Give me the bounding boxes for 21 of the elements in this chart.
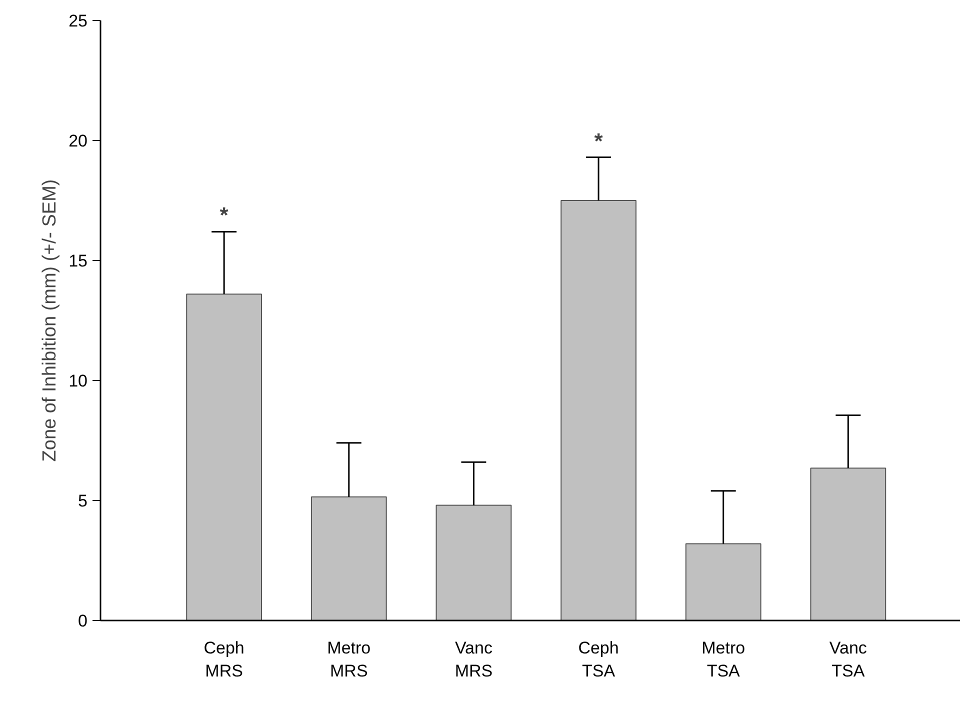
bar	[310, 496, 387, 620]
x-tick-label: Vanc TSA	[829, 638, 868, 680]
bar	[810, 468, 886, 620]
y-tick-label: 10	[68, 372, 88, 390]
bar	[186, 294, 262, 620]
y-tick-label: 25	[68, 12, 88, 30]
x-tick-label: Ceph TSA	[578, 638, 619, 680]
x-tick-label: Metro TSA	[702, 638, 746, 680]
bar	[685, 543, 762, 620]
annotation: *	[220, 202, 229, 228]
y-tick-label: 0	[78, 612, 88, 630]
x-tick-label: Metro MRS	[327, 638, 371, 680]
y-tick-label: 20	[68, 132, 88, 150]
bar	[560, 200, 636, 620]
y-tick-label: 5	[78, 492, 88, 510]
y-tick-label: 15	[68, 252, 88, 270]
y-axis-title: Zone of Inhibition (mm) (+/- SEM)	[40, 179, 61, 462]
x-tick-label: Vanc MRS	[454, 638, 493, 680]
x-tick-label: Ceph MRS	[204, 638, 244, 680]
bar	[436, 504, 512, 620]
annotation: *	[594, 128, 604, 154]
